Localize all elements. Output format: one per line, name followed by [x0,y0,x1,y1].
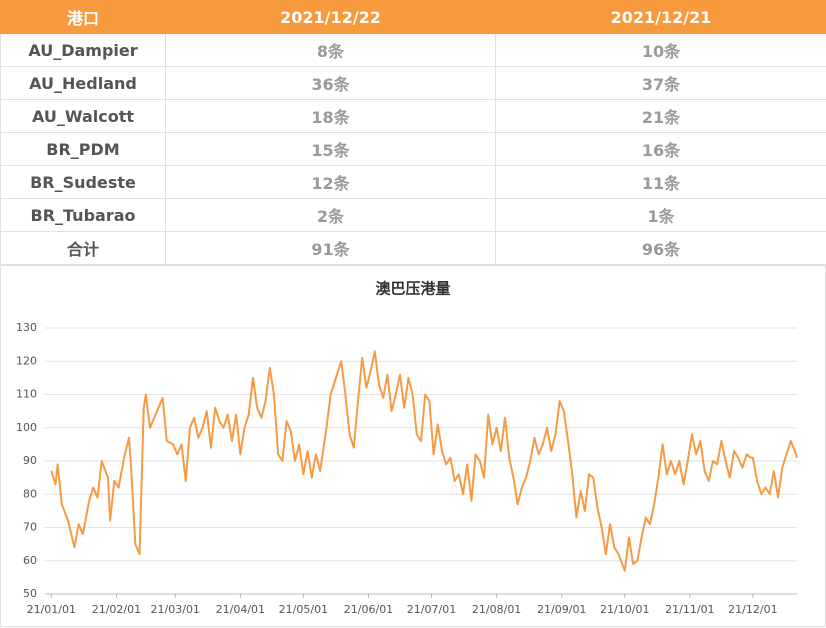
table-row: AU_Dampier 8条 10条 [0,33,826,67]
port-cell: BR_Sudeste [0,165,166,199]
y-tick-label: 90 [23,454,37,467]
table-row: AU_Walcott 18条 21条 [0,99,826,133]
value-cell: 18条 [165,99,496,133]
header-cell: 港口 [0,0,166,34]
y-tick-label: 80 [23,487,37,500]
header-row: 港口 2021/12/22 2021/12/21 [0,0,826,34]
port-cell: BR_Tubarao [0,198,166,232]
port-cell: AU_Walcott [0,99,166,133]
x-tick-label: 21/08/01 [472,603,521,616]
x-tick-label: 21/12/01 [728,603,777,616]
y-tick-label: 60 [23,554,37,567]
x-tick-label: 21/03/01 [151,603,200,616]
value-cell: 11条 [495,165,826,199]
value-cell: 96条 [495,231,826,265]
header-cell: 2021/12/22 [165,0,496,34]
port-cell: AU_Hedland [0,66,166,100]
x-tick-label: 21/04/01 [216,603,265,616]
value-cell: 2条 [165,198,496,232]
value-cell: 21条 [495,99,826,133]
x-tick-label: 21/09/01 [537,603,586,616]
value-cell: 10条 [495,33,826,67]
value-cell: 37条 [495,66,826,100]
table-row: AU_Hedland 36条 37条 [0,66,826,100]
line-series [50,350,798,572]
x-tick-label: 21/05/01 [279,603,328,616]
chart: 澳巴压港量 50 60 70 80 90 100 110 120 130 21/01/01 21/0… [0,265,826,627]
y-tick-label: 100 [16,421,37,434]
table-row: 合计 91条 96条 [0,231,826,265]
value-cell: 12条 [165,165,496,199]
chart-title: 澳巴压港量 [375,280,450,298]
y-tick-label: 70 [23,521,37,534]
x-tick-label: 21/06/01 [344,603,393,616]
value-cell: 8条 [165,33,496,67]
value-cell: 15条 [165,132,496,166]
port-cell: 合计 [0,231,166,265]
x-tick-label: 21/10/01 [600,603,649,616]
value-cell: 36条 [165,66,496,100]
x-tick-label: 21/01/01 [27,603,76,616]
x-tick-label: 21/07/01 [407,603,456,616]
y-tick-label: 50 [23,587,37,600]
x-tick-label: 21/02/01 [92,603,141,616]
header-cell: 2021/12/21 [495,0,826,34]
y-tick-label: 110 [16,388,37,401]
value-cell: 16条 [495,132,826,166]
table-body: AU_Dampier 8条 10条 AU_Hedland 36条 37条 AU_Walcot… [0,33,826,265]
y-tick-label: 120 [16,354,37,367]
table-row: BR_Sudeste 12条 11条 [0,165,826,199]
port-cell: AU_Dampier [0,33,166,67]
table-row: BR_Tubarao 2条 1条 [0,198,826,232]
value-cell: 1条 [495,198,826,232]
x-tick-label: 21/11/01 [665,603,714,616]
value-cell: 91条 [165,231,496,265]
port-cell: BR_PDM [0,132,166,166]
y-tick-label: 130 [16,321,37,334]
table-row: BR_PDM 15条 16条 [0,132,826,166]
port-table: 港口 2021/12/22 2021/12/21 AU_Dampier 8条 10条 AU… [0,0,826,265]
